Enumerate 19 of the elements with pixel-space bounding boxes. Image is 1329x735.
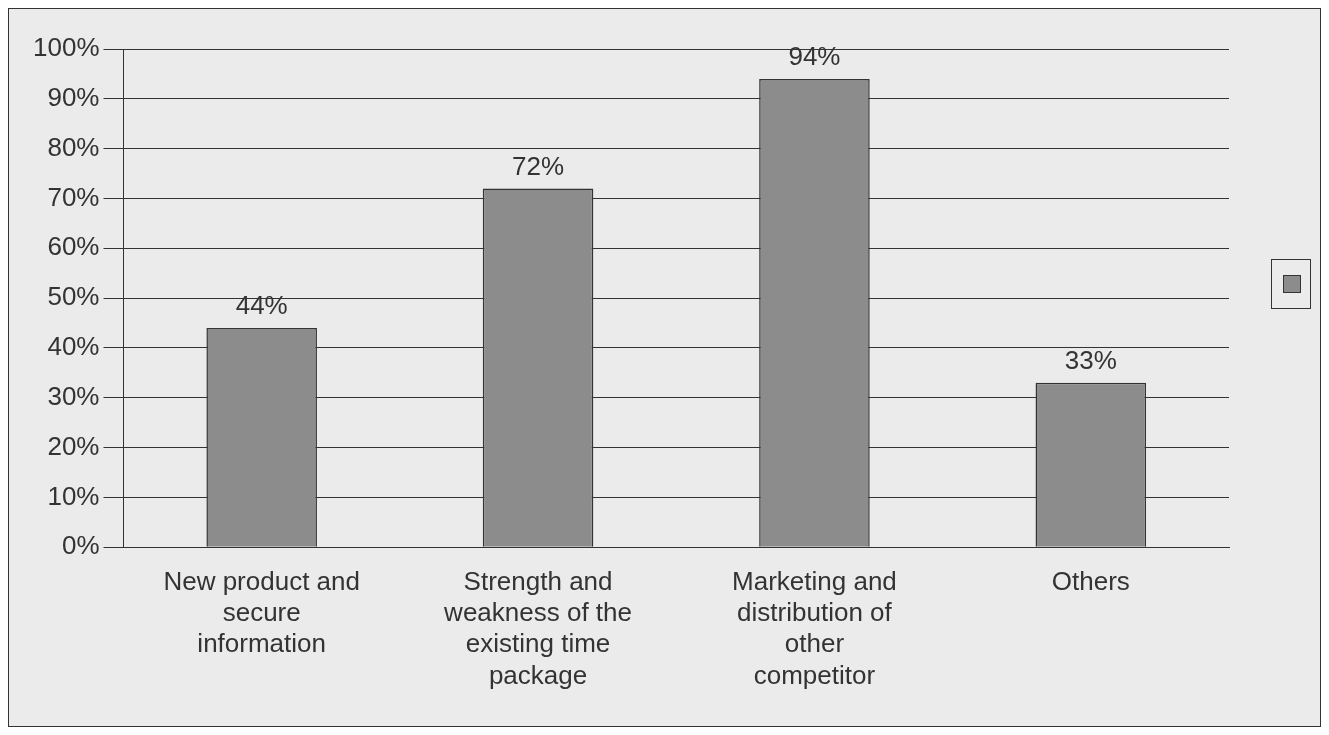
y-tick-label: 70%: [47, 181, 100, 212]
y-tick-label: 0%: [61, 530, 100, 561]
data-label: 33%: [1064, 344, 1117, 375]
data-label: 94%: [788, 41, 841, 72]
x-tick-label: Marketing and distribution of other competitor: [732, 565, 897, 690]
data-label: 44%: [235, 290, 288, 321]
y-tick-label: 20%: [47, 430, 100, 461]
x-tick-label: Strength and weakness of the existing time package: [443, 565, 633, 690]
y-tick-label: 30%: [47, 380, 100, 411]
y-tick-label: 50%: [47, 281, 100, 312]
y-tick-label: 100%: [33, 32, 100, 63]
x-tick-label: New product and secure information: [163, 565, 360, 659]
y-tick-label: 60%: [47, 231, 100, 262]
y-tick-label: 10%: [47, 480, 100, 511]
y-tick-label: 80%: [47, 131, 100, 162]
x-tick-label: Others: [1051, 565, 1130, 596]
data-label: 72%: [512, 150, 565, 181]
y-tick-label: 90%: [47, 81, 100, 112]
y-tick-label: 40%: [47, 331, 100, 362]
